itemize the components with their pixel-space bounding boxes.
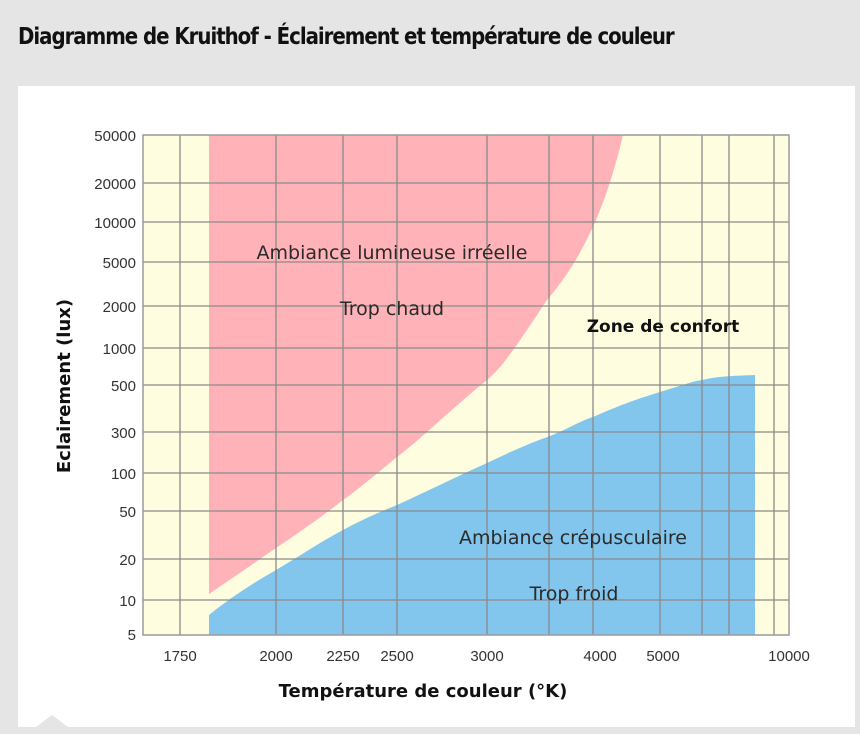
region-too-warm — [209, 135, 623, 594]
x-axis-ticks: 1750 2000 2250 2500 3000 4000 5000 10000 — [163, 648, 810, 665]
cold-region-sublabel: Trop froid — [529, 583, 619, 605]
y-tick: 5 — [128, 627, 136, 644]
warm-region-label: Ambiance lumineuse irréelle — [257, 242, 528, 264]
y-tick: 10 — [119, 593, 136, 610]
x-tick: 2250 — [326, 648, 359, 665]
y-tick: 2000 — [103, 299, 136, 316]
x-tick: 4000 — [583, 648, 616, 665]
y-tick: 5000 — [103, 255, 136, 272]
x-axis-label: Température de couleur (°K) — [279, 681, 568, 702]
comfort-zone-label: Zone de confort — [587, 317, 740, 337]
cold-region-label: Ambiance crépusculaire — [459, 527, 687, 549]
x-tick: 3000 — [470, 648, 503, 665]
y-tick: 500 — [111, 378, 136, 395]
x-tick: 5000 — [646, 648, 679, 665]
y-tick: 100 — [111, 466, 136, 483]
x-tick: 2000 — [259, 648, 292, 665]
grid — [143, 135, 789, 635]
region-too-cold — [209, 375, 755, 635]
y-tick: 20000 — [94, 176, 136, 193]
x-tick: 1750 — [163, 648, 196, 665]
x-tick: 10000 — [768, 648, 810, 665]
x-tick: 2500 — [380, 648, 413, 665]
y-tick: 20 — [119, 552, 136, 569]
y-tick: 300 — [111, 425, 136, 442]
page-title: Diagramme de Kruithof - Éclairement et t… — [18, 24, 675, 50]
y-tick: 1000 — [103, 341, 136, 358]
y-tick: 50 — [119, 504, 136, 521]
plot-border — [142, 134, 790, 636]
y-tick: 10000 — [94, 215, 136, 232]
y-axis-label: Eclairement (lux) — [54, 299, 75, 473]
y-tick: 50000 — [94, 128, 136, 145]
card-notch — [36, 715, 68, 727]
warm-region-sublabel: Trop chaud — [339, 298, 444, 320]
y-axis-ticks: 50000 20000 10000 5000 2000 1000 500 300… — [94, 128, 136, 644]
